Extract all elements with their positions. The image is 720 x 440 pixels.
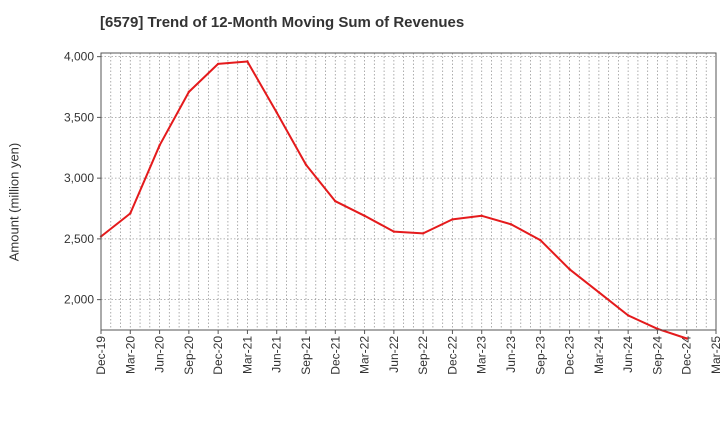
- data-point: [129, 212, 132, 215]
- x-tick-label: Dec-22: [445, 336, 459, 375]
- y-axis-ticks: 2,000 2,500 3,000 3,500 4,000: [64, 50, 101, 307]
- x-tick-label: Jun-21: [270, 336, 284, 373]
- data-point: [656, 327, 659, 330]
- data-point: [509, 223, 513, 226]
- data-point: [568, 268, 571, 271]
- x-tick-label: Sep-20: [182, 336, 196, 375]
- data-point: [363, 214, 366, 217]
- data-point: [451, 218, 454, 221]
- data-point: [304, 163, 308, 166]
- x-tick-label: Dec-24: [680, 336, 694, 375]
- data-point: [421, 232, 425, 235]
- x-tick-label: Jun-23: [504, 336, 518, 373]
- data-point: [597, 291, 601, 294]
- x-tick-label: Sep-24: [650, 336, 664, 375]
- x-tick-label: Mar-20: [123, 336, 137, 374]
- x-tick-label: Jun-24: [621, 336, 635, 373]
- x-tick-label: Dec-19: [94, 336, 108, 375]
- x-tick-label: Jun-20: [153, 336, 167, 373]
- chart-title: [6579] Trend of 12-Month Moving Sum of R…: [100, 14, 465, 31]
- data-point: [216, 62, 220, 66]
- y-tick-label: 2,500: [64, 232, 94, 246]
- data-point: [187, 90, 191, 94]
- x-tick-label: Sep-21: [299, 336, 313, 375]
- y-tick-label: 4,000: [64, 50, 94, 64]
- x-tick-label: Dec-20: [211, 336, 225, 375]
- x-tick-label: Mar-23: [475, 336, 489, 374]
- data-point: [685, 337, 688, 340]
- grid-lines: [101, 53, 716, 330]
- x-tick-label: Jun-22: [387, 336, 401, 373]
- x-tick-label: Mar-22: [358, 336, 372, 374]
- data-point: [392, 230, 396, 233]
- y-tick-label: 3,500: [64, 110, 94, 124]
- data-point: [158, 144, 161, 147]
- data-point: [275, 111, 278, 114]
- x-tick-label: Dec-21: [328, 336, 342, 375]
- y-tick-label: 3,000: [64, 171, 94, 185]
- x-tick-label: Mar-24: [592, 336, 606, 374]
- data-point: [334, 200, 337, 203]
- series-layer: [99, 60, 688, 340]
- data-point: [539, 238, 542, 242]
- data-point: [626, 314, 630, 317]
- x-tick-label: Sep-22: [416, 336, 430, 375]
- data-point: [480, 214, 483, 217]
- x-tick-label: Mar-25: [709, 336, 720, 374]
- x-tick-label: Dec-23: [563, 336, 577, 375]
- plot-frame: [100, 52, 717, 331]
- y-tick-label: 2,000: [64, 293, 94, 307]
- x-axis-ticks: Dec-19 Mar-20 Jun-20 Sep-20 Dec-20 Mar-21 Jun-…: [94, 330, 720, 375]
- x-tick-label: Mar-21: [240, 336, 254, 374]
- data-point: [246, 60, 249, 63]
- x-tick-label: Sep-23: [533, 336, 547, 375]
